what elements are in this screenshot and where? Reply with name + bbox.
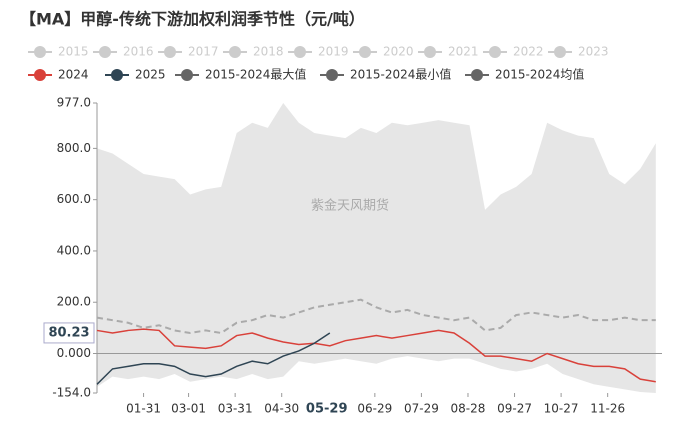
crosshair-x-label: 05-29	[306, 402, 348, 417]
x-tick-label: 04-30	[264, 402, 299, 416]
x-tick-label: 07-29	[404, 402, 439, 416]
legend-icon	[489, 46, 501, 58]
legend-label: 2024	[58, 68, 89, 82]
legend-label: 2015-2024均值	[495, 67, 584, 82]
legend-icon	[181, 69, 193, 81]
legend-icon	[111, 69, 123, 81]
x-tick-label: 03-31	[218, 402, 253, 416]
series-line	[96, 328, 656, 383]
range-band	[97, 103, 656, 393]
legend-label: 2023	[578, 45, 609, 59]
legend-label: 2016	[123, 45, 154, 59]
legend-icon	[424, 46, 436, 58]
watermark: 紫金天风期货	[311, 198, 389, 214]
crosshair-y-box	[43, 322, 95, 344]
legend-icon	[294, 46, 306, 58]
legend-label: 2021	[448, 45, 479, 59]
series-line	[96, 332, 331, 385]
y-tick-label: 400.0	[57, 243, 91, 257]
legend-icon	[164, 46, 176, 58]
legend-icon	[471, 69, 483, 81]
legend-label: 2022	[513, 45, 544, 59]
legend-icon	[34, 69, 46, 81]
x-tick-label: 06-29	[357, 402, 392, 416]
x-tick-label: 03-01	[171, 402, 206, 416]
x-tick-label: 09-27	[497, 402, 532, 416]
crosshair-y-label: 80.23	[48, 325, 89, 340]
x-tick-label: 01-31	[126, 402, 161, 416]
legend-icon	[554, 46, 566, 58]
crosshair-x-box	[298, 398, 355, 420]
chart-title: 【MA】甲醇-传统下游加权利润季节性（元/吨）	[20, 10, 365, 29]
legend-icon	[326, 69, 338, 81]
legend-icon	[359, 46, 371, 58]
y-tick-label: 600.0	[57, 192, 91, 206]
legend-label: 2020	[383, 45, 414, 59]
x-tick-label: 11-26	[590, 402, 625, 416]
legend-icon	[34, 46, 46, 58]
x-tick-label: 08-28	[451, 402, 486, 416]
y-tick-label: 977.0	[57, 96, 91, 110]
y-tick-label: 200.0	[57, 295, 91, 309]
legend-icon	[229, 46, 241, 58]
legend-label: 2017	[188, 45, 219, 59]
legend-label: 2018	[253, 45, 284, 59]
y-tick-label: 0.000	[57, 346, 91, 360]
legend-label: 2015-2024最小值	[350, 67, 451, 82]
legend-icon	[99, 46, 111, 58]
y-tick-label: 800.0	[57, 141, 91, 155]
x-tick-label: 10-27	[544, 402, 579, 416]
series-line	[96, 298, 656, 335]
y-tick-label: -154.0	[52, 386, 91, 400]
legend-label: 2025	[135, 68, 166, 82]
legend-label: 2019	[318, 45, 349, 59]
legend-label: 2015	[58, 45, 89, 59]
legend-label: 2015-2024最大值	[205, 67, 306, 82]
